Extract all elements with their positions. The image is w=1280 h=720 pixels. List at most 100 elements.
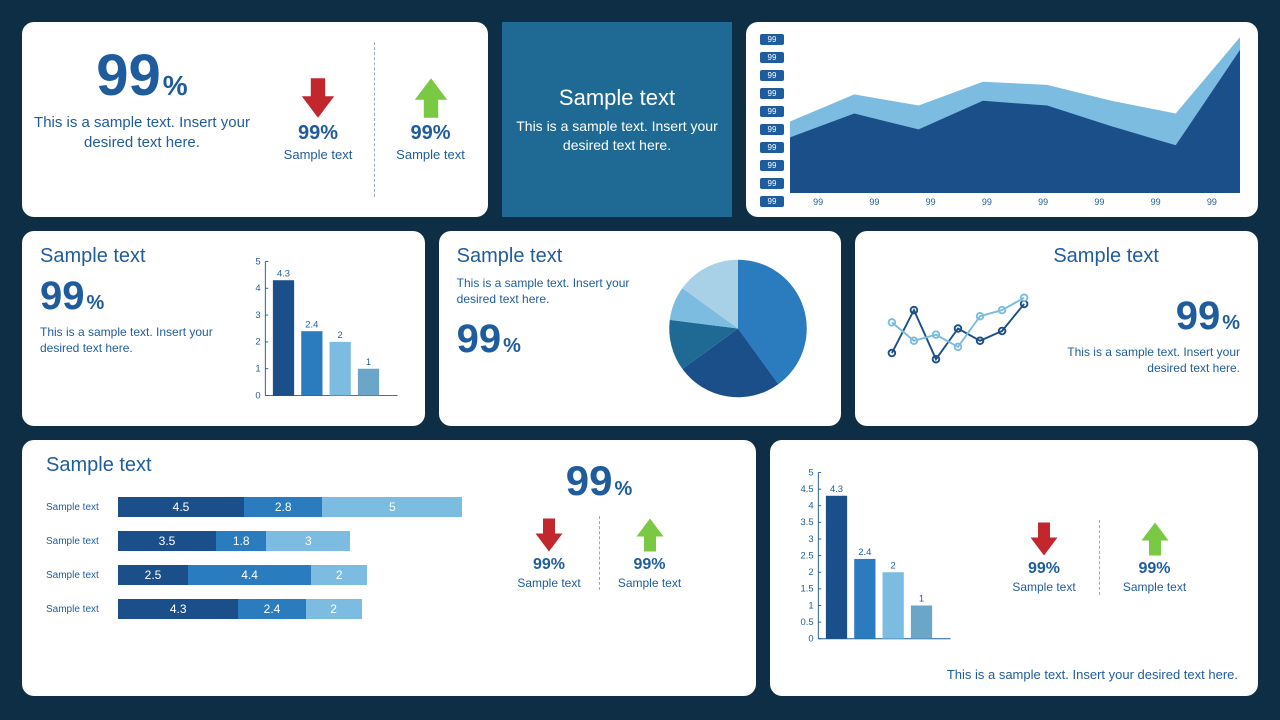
br-down-pct: 99% bbox=[1028, 560, 1060, 578]
arrow-up-col: 99% Sample text bbox=[374, 42, 486, 197]
mid3-title: Sample text bbox=[1053, 245, 1159, 268]
bl-big-pct: % bbox=[614, 478, 632, 501]
arrow-up-pct: 99% bbox=[410, 122, 450, 145]
svg-text:0: 0 bbox=[255, 390, 260, 401]
arrow-down-icon bbox=[1029, 520, 1059, 558]
row-top: 99 % This is a sample text. Insert your … bbox=[22, 22, 1258, 217]
mid2-value: 99 % bbox=[457, 317, 654, 362]
svg-text:1.5: 1.5 bbox=[800, 584, 813, 595]
mid1-sub: This is a sample text. Insert your desir… bbox=[40, 325, 237, 356]
svg-text:2: 2 bbox=[255, 337, 260, 348]
mid1-value: 99 % bbox=[40, 274, 237, 319]
br-arrows: 99% Sample text 99% Sample text bbox=[960, 454, 1238, 661]
stacked-bars: Sample text4.52.85Sample text3.51.83Samp… bbox=[46, 483, 466, 619]
card-panel: Sample text This is a sample text. Inser… bbox=[502, 22, 732, 217]
big-number: 99 bbox=[96, 47, 161, 105]
mid2-pie-chart bbox=[653, 245, 823, 412]
br-top: 00.511.522.533.544.554.32.421 99% Sample… bbox=[790, 454, 1238, 661]
mid3-sub: This is a sample text. Insert your desir… bbox=[1053, 345, 1240, 376]
svg-text:4.5: 4.5 bbox=[800, 484, 813, 495]
mid3-num: 99 bbox=[1176, 294, 1221, 339]
row-bottom: Sample text Sample text4.52.85Sample tex… bbox=[22, 440, 1258, 696]
arrow-up-icon bbox=[1140, 520, 1170, 558]
bl-up-pct: 99% bbox=[633, 556, 665, 574]
big-metric-value: 99 % bbox=[32, 47, 252, 105]
mid3-text: Sample text 99 % This is a sample text. … bbox=[1053, 245, 1240, 412]
arrow-down-icon bbox=[534, 516, 564, 554]
svg-text:3: 3 bbox=[255, 310, 260, 321]
mid2-pct: % bbox=[503, 335, 521, 358]
svg-text:2: 2 bbox=[337, 330, 342, 341]
svg-text:1: 1 bbox=[808, 600, 813, 611]
big-pct: % bbox=[163, 70, 188, 102]
br-down-lbl: Sample text bbox=[1012, 580, 1075, 594]
mid3-value: 99 % bbox=[1176, 294, 1240, 339]
svg-text:4.3: 4.3 bbox=[277, 268, 290, 279]
br-text: This is a sample text. Insert your desir… bbox=[790, 661, 1238, 682]
big-metric-text: This is a sample text. Insert your desir… bbox=[32, 113, 252, 152]
svg-text:4: 4 bbox=[808, 501, 813, 512]
svg-text:0: 0 bbox=[808, 634, 813, 645]
mid1-text: Sample text 99 % This is a sample text. … bbox=[40, 245, 237, 412]
bl-arrow-down: 99% Sample text bbox=[499, 516, 599, 590]
big-metric-block: 99 % This is a sample text. Insert your … bbox=[22, 42, 262, 197]
svg-text:4: 4 bbox=[255, 283, 260, 294]
svg-text:5: 5 bbox=[808, 467, 813, 478]
mid3-pct: % bbox=[1222, 312, 1240, 335]
svg-text:1: 1 bbox=[366, 357, 371, 368]
arrow-down-pct: 99% bbox=[298, 122, 338, 145]
bl-down-lbl: Sample text bbox=[517, 576, 580, 590]
mid2-num: 99 bbox=[457, 317, 502, 362]
card-mid-3: Sample text 99 % This is a sample text. … bbox=[855, 231, 1258, 426]
br-up-lbl: Sample text bbox=[1123, 580, 1186, 594]
arrow-up-label: Sample text bbox=[396, 147, 465, 163]
br-up-pct: 99% bbox=[1138, 560, 1170, 578]
row-mid: Sample text 99 % This is a sample text. … bbox=[22, 231, 1258, 426]
svg-text:4.3: 4.3 bbox=[830, 484, 843, 495]
mid2-sub: This is a sample text. Insert your desir… bbox=[457, 276, 654, 307]
svg-text:2: 2 bbox=[808, 567, 813, 578]
arrow-down-col: 99% Sample text bbox=[262, 42, 374, 197]
arrow-up-icon bbox=[413, 76, 449, 120]
br-arrow-down: 99% Sample text bbox=[989, 520, 1099, 594]
mid2-text: Sample text This is a sample text. Inser… bbox=[457, 245, 654, 412]
panel-title: Sample text bbox=[514, 85, 720, 111]
card-area-chart: 99999999999999999999 9999999999999999 bbox=[746, 22, 1258, 217]
card-mid-2: Sample text This is a sample text. Inser… bbox=[439, 231, 842, 426]
mid1-bar-chart: 0 1 2 3 4 5 4.3 2.4 2 1 bbox=[237, 245, 407, 412]
mid2-title: Sample text bbox=[457, 245, 654, 268]
stacked-bar-block: Sample text Sample text4.52.85Sample tex… bbox=[46, 454, 466, 682]
svg-text:1: 1 bbox=[919, 594, 924, 605]
svg-text:3.5: 3.5 bbox=[800, 517, 813, 528]
bl-title: Sample text bbox=[46, 454, 466, 477]
mid1-num: 99 bbox=[40, 274, 85, 319]
svg-text:1: 1 bbox=[255, 364, 260, 375]
arrow-down-icon bbox=[300, 76, 336, 120]
area-xticks: 9999999999999999 bbox=[790, 193, 1240, 207]
bl-arrow-up: 99% Sample text bbox=[599, 516, 699, 590]
area-yticks: 99999999999999999999 bbox=[760, 34, 784, 207]
card-bottom-right: 00.511.522.533.544.554.32.421 99% Sample… bbox=[770, 440, 1258, 696]
arrow-up-icon bbox=[635, 516, 665, 554]
card-mid-1: Sample text 99 % This is a sample text. … bbox=[22, 231, 425, 426]
mid1-pct: % bbox=[87, 292, 105, 315]
bl-up-lbl: Sample text bbox=[618, 576, 681, 590]
area-chart-wrap: 9999999999999999 bbox=[790, 34, 1240, 207]
area-chart-svg bbox=[790, 34, 1240, 193]
mid1-title: Sample text bbox=[40, 245, 237, 268]
svg-text:2.4: 2.4 bbox=[305, 319, 318, 330]
bl-arrows: 99% Sample text 99% Sample text bbox=[499, 516, 699, 590]
panel-text: This is a sample text. Insert your desir… bbox=[514, 117, 720, 153]
svg-text:2.4: 2.4 bbox=[858, 547, 871, 558]
bl-big-num: 99 bbox=[566, 460, 613, 502]
arrow-down-label: Sample text bbox=[284, 147, 353, 163]
svg-text:0.5: 0.5 bbox=[800, 617, 813, 628]
card-big-metric: 99 % This is a sample text. Insert your … bbox=[22, 22, 488, 217]
svg-text:5: 5 bbox=[255, 256, 260, 267]
br-arrow-up: 99% Sample text bbox=[1099, 520, 1209, 594]
svg-text:2: 2 bbox=[891, 560, 896, 571]
card-bottom-left: Sample text Sample text4.52.85Sample tex… bbox=[22, 440, 756, 696]
mid3-line-chart bbox=[873, 245, 1043, 412]
svg-text:3: 3 bbox=[808, 534, 813, 545]
bl-down-pct: 99% bbox=[533, 556, 565, 574]
